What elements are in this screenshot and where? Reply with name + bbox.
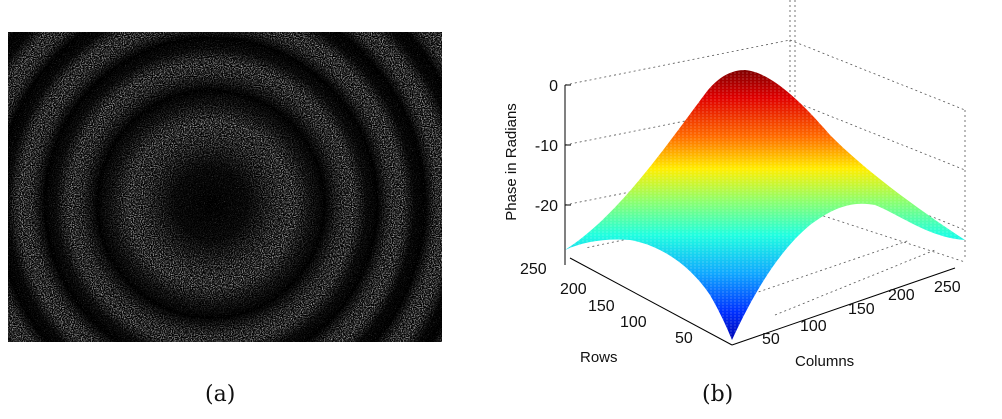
fringe-image bbox=[8, 32, 442, 342]
rows-axis-label: Rows bbox=[580, 349, 618, 366]
surface-plot: 0 -10 -20 Phase in Radians 250 200 150 1… bbox=[503, 0, 966, 370]
surface-mesh bbox=[565, 70, 965, 340]
columns-tick-label: 100 bbox=[800, 318, 827, 335]
z-tick-label: 0 bbox=[549, 78, 558, 95]
caption-a: (a) bbox=[205, 382, 236, 407]
panel-b-phase-surface: 0 -10 -20 Phase in Radians 250 200 150 1… bbox=[470, 0, 1002, 419]
rows-tick-label: 150 bbox=[588, 298, 615, 315]
z-axis-label: Phase in Radians bbox=[503, 103, 520, 221]
rows-tick-label: 200 bbox=[560, 281, 587, 298]
fringe-svg bbox=[8, 32, 442, 342]
columns-tick-label: 200 bbox=[888, 287, 915, 304]
rows-tick-label: 50 bbox=[675, 330, 693, 347]
rows-axis-ticks: 250 200 150 100 50 bbox=[520, 261, 693, 347]
columns-axis-ticks: 50 100 150 200 250 bbox=[762, 279, 961, 348]
z-tick-label: -20 bbox=[535, 198, 558, 215]
z-tick-marks bbox=[565, 84, 571, 206]
z-axis-ticks: 0 -10 -20 bbox=[535, 78, 558, 215]
caption-b: (b) bbox=[702, 382, 734, 407]
panel-a-fringe-pattern: (a) bbox=[0, 0, 460, 419]
columns-tick-label: 150 bbox=[848, 301, 875, 318]
columns-axis-label: Columns bbox=[795, 353, 854, 370]
columns-tick-label: 250 bbox=[934, 279, 961, 296]
axis-box-front bbox=[569, 257, 956, 346]
columns-tick-label: 50 bbox=[762, 331, 780, 348]
z-tick-label: -10 bbox=[535, 138, 558, 155]
rows-tick-label: 250 bbox=[520, 261, 547, 278]
rows-tick-label: 100 bbox=[620, 314, 647, 331]
